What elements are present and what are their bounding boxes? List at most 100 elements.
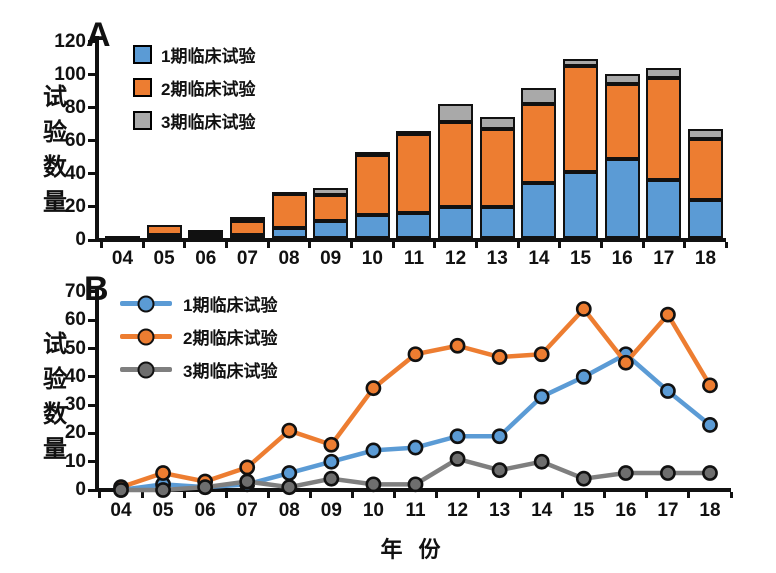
data-point-phase1-year-13 bbox=[491, 428, 508, 445]
x-tick-label-12: 12 bbox=[446, 500, 469, 521]
x-tick-mark bbox=[308, 242, 312, 248]
legend-label: 1期临床试验 bbox=[183, 296, 278, 315]
bar-segment-phase3-year-12 bbox=[438, 104, 474, 123]
x-tick-mark bbox=[183, 242, 187, 248]
bar-segment-phase2-year-10 bbox=[354, 155, 390, 215]
y-tick-mark bbox=[88, 73, 95, 77]
x-tick-mark bbox=[561, 492, 565, 498]
x-tick-mark bbox=[350, 242, 354, 248]
x-tick-label-04: 04 bbox=[111, 248, 134, 269]
x-tick-mark bbox=[687, 492, 691, 498]
x-tick-label-11: 11 bbox=[403, 248, 425, 269]
legend-panel-a: 1期临床试验 2期临床试验 3期临床试验 bbox=[133, 42, 255, 141]
x-tick-mark bbox=[519, 492, 523, 498]
data-point-phase2-year-15 bbox=[575, 301, 592, 317]
x-axis-line bbox=[95, 238, 726, 242]
bar-segment-phase2-year-09 bbox=[313, 195, 349, 222]
x-tick-label-16: 16 bbox=[615, 500, 637, 521]
x-tick-mark bbox=[641, 242, 645, 248]
y-axis-label-char: 验 bbox=[43, 119, 67, 146]
bar-segment-phase3-year-16 bbox=[604, 74, 640, 85]
y-tick-label: 100 bbox=[54, 63, 86, 85]
legend-line-marker-icon bbox=[120, 328, 172, 345]
y-axis-line bbox=[95, 289, 99, 492]
legend-label: 2期临床试验 bbox=[161, 80, 256, 99]
data-point-phase3-year-05 bbox=[155, 482, 171, 498]
legend-item-phase3: 3期临床试验 bbox=[120, 357, 277, 382]
data-point-phase2-year-05 bbox=[155, 465, 171, 481]
y-tick-mark bbox=[88, 290, 95, 294]
x-tick-mark bbox=[724, 242, 728, 248]
y-axis-label-char: 试 bbox=[43, 331, 67, 358]
data-point-phase3-year-17 bbox=[660, 465, 676, 481]
y-tick-mark bbox=[88, 375, 95, 379]
x-tick-mark bbox=[391, 242, 395, 248]
bar-segment-phase3-year-10 bbox=[354, 152, 390, 157]
x-tick-label-13: 13 bbox=[486, 248, 508, 269]
y-tick-label: 30 bbox=[64, 394, 86, 416]
x-tick-label-16: 16 bbox=[611, 248, 633, 269]
x-tick-mark bbox=[558, 242, 562, 248]
x-tick-mark bbox=[350, 492, 354, 498]
x-tick-label-05: 05 bbox=[153, 248, 175, 269]
x-tick-mark bbox=[224, 492, 228, 498]
y-tick-mark bbox=[88, 347, 95, 351]
data-point-phase1-year-14 bbox=[533, 388, 550, 405]
data-point-phase1-year-17 bbox=[660, 383, 676, 399]
bar-segment-phase1-year-12 bbox=[438, 206, 474, 238]
legend-dot-icon bbox=[137, 361, 155, 378]
bar-segment-phase3-year-18 bbox=[687, 128, 723, 139]
data-point-phase3-year-18 bbox=[702, 465, 718, 481]
data-point-phase3-year-13 bbox=[491, 462, 508, 479]
x-tick-label-04: 04 bbox=[110, 500, 132, 521]
y-axis-label-char: 试 bbox=[43, 84, 67, 111]
x-tick-label-05: 05 bbox=[152, 500, 174, 521]
x-tick-label-14: 14 bbox=[528, 248, 550, 269]
y-tick-label: 50 bbox=[64, 337, 86, 359]
x-tick-mark bbox=[392, 492, 396, 498]
data-point-phase3-year-10 bbox=[365, 476, 382, 493]
x-tick-mark bbox=[308, 492, 312, 498]
data-point-phase3-year-15 bbox=[575, 470, 592, 487]
data-point-phase2-year-08 bbox=[281, 422, 298, 439]
x-tick-mark bbox=[433, 242, 437, 248]
y-axis-label-char: 量 bbox=[43, 189, 67, 216]
bar-segment-phase1-year-08 bbox=[271, 228, 307, 238]
legend-label: 3期临床试验 bbox=[161, 113, 256, 132]
bar-segment-phase2-year-04 bbox=[105, 236, 140, 241]
bar-segment-phase1-year-10 bbox=[354, 214, 390, 238]
bar-segment-phase2-year-14 bbox=[521, 104, 557, 184]
x-tick-mark bbox=[182, 492, 186, 498]
data-point-phase1-year-08 bbox=[281, 465, 298, 481]
data-point-phase2-year-17 bbox=[660, 306, 676, 323]
data-point-phase3-year-07 bbox=[239, 473, 256, 490]
data-point-phase3-year-14 bbox=[533, 453, 550, 470]
y-tick-mark bbox=[88, 488, 95, 492]
y-tick-mark bbox=[88, 106, 95, 110]
bar-segment-phase2-year-07 bbox=[229, 221, 265, 235]
x-tick-mark bbox=[599, 242, 603, 248]
y-tick-label: 10 bbox=[64, 450, 86, 472]
y-tick-mark bbox=[88, 431, 95, 435]
bar-segment-phase1-year-09 bbox=[313, 221, 349, 238]
bar-segment-phase2-year-18 bbox=[687, 138, 723, 200]
legend-swatch-icon bbox=[133, 45, 152, 64]
legend-label: 2期临床试验 bbox=[183, 329, 278, 348]
x-tick-mark bbox=[266, 492, 270, 498]
legend-line-marker-icon bbox=[120, 361, 172, 378]
bar-segment-phase3-year-14 bbox=[521, 87, 557, 105]
y-tick-mark bbox=[88, 318, 95, 322]
data-point-phase3-year-06 bbox=[197, 479, 214, 496]
x-tick-mark bbox=[729, 492, 733, 498]
y-tick-mark bbox=[88, 403, 95, 407]
y-tick-label: 80 bbox=[64, 96, 86, 118]
x-tick-mark bbox=[98, 492, 102, 498]
bar-segment-phase1-year-18 bbox=[687, 199, 723, 238]
data-point-phase2-year-11 bbox=[407, 346, 424, 363]
x-tick-label-11: 11 bbox=[405, 500, 426, 521]
data-point-phase3-year-11 bbox=[407, 476, 424, 493]
bar-segment-phase1-year-05 bbox=[146, 234, 182, 239]
y-axis-line bbox=[95, 36, 99, 242]
bar-segment-phase1-year-11 bbox=[396, 213, 432, 238]
x-tick-label-15: 15 bbox=[569, 248, 592, 269]
